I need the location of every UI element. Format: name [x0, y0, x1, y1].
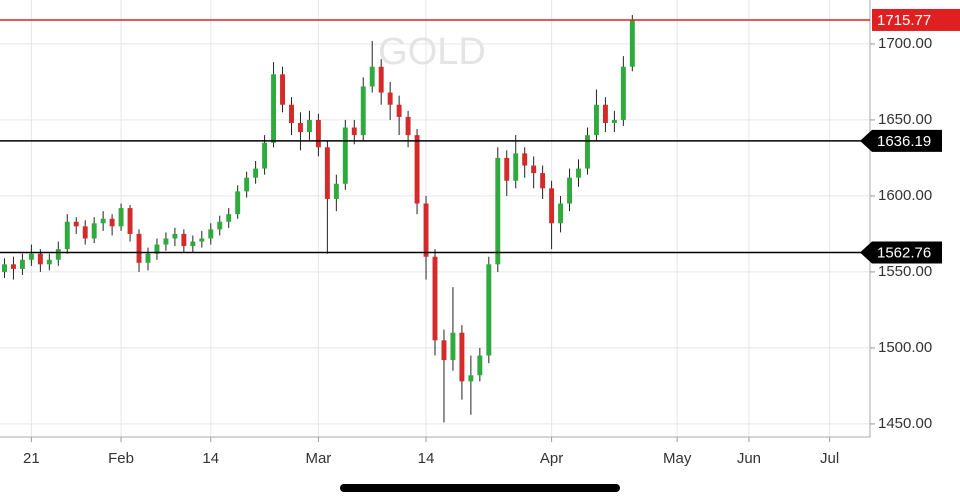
candle-body: [226, 214, 232, 222]
level-label-box: [860, 241, 942, 264]
candle-body: [324, 147, 330, 199]
candle-body: [387, 92, 393, 105]
candle-body: [495, 157, 501, 265]
candle-body: [262, 142, 268, 169]
candle-body: [558, 203, 564, 224]
candle-body: [369, 66, 375, 87]
x-tick-label: 14: [418, 450, 435, 467]
level-label: 1715.77: [877, 12, 931, 29]
candle-body: [351, 127, 357, 136]
x-tick-label: 21: [23, 450, 40, 467]
candle-body: [468, 375, 474, 382]
candle-body: [154, 244, 160, 254]
watermark-title: GOLD: [378, 31, 486, 73]
candle-body: [127, 208, 133, 234]
candle-body: [289, 104, 294, 123]
x-tick-label: 14: [202, 450, 219, 467]
candle-body: [253, 168, 259, 178]
level-label-box: [872, 8, 960, 31]
candle-body: [297, 122, 303, 133]
candle-body: [414, 135, 420, 204]
candle-body: [163, 238, 169, 245]
candle-body: [10, 264, 16, 269]
candle-body: [593, 104, 599, 136]
candle-body: [576, 168, 581, 178]
candle-body: [73, 221, 79, 227]
y-tick-label: 1650.00: [878, 111, 932, 128]
candle-body: [486, 264, 492, 356]
candle-body: [100, 218, 106, 224]
candle-body: [602, 104, 608, 123]
candle-body: [82, 226, 88, 239]
candle-body: [28, 253, 34, 260]
candle-body: [405, 116, 411, 136]
candle-body: [91, 223, 97, 239]
candle-body: [423, 203, 429, 257]
candle-body: [64, 221, 70, 250]
candle-body: [611, 119, 617, 123]
y-tick-label: 1450.00: [878, 415, 932, 432]
x-tick-label: Jun: [737, 450, 761, 467]
candle-body: [629, 19, 635, 67]
candle-body: [235, 191, 241, 215]
candle-body: [549, 188, 555, 224]
candle-body: [271, 74, 277, 143]
y-tick-label: 1500.00: [878, 339, 932, 356]
candle-body: [342, 127, 348, 184]
candle-body: [620, 66, 626, 120]
candle-body: [46, 259, 52, 265]
candle-body: [450, 332, 456, 361]
candle-body: [2, 264, 7, 272]
x-tick-label: May: [663, 450, 692, 467]
candle-body: [477, 355, 483, 376]
candle-body: [109, 218, 115, 227]
candle-body: [280, 74, 285, 105]
level-label: 1562.76: [877, 245, 931, 262]
y-tick-label: 1550.00: [878, 263, 932, 280]
candle-body: [145, 253, 151, 263]
candle-body: [540, 173, 546, 189]
candle-body: [315, 119, 321, 148]
level-label-box: [860, 129, 942, 152]
candle-body: [190, 241, 196, 247]
candle-body: [378, 66, 384, 93]
candle-body: [244, 177, 250, 192]
x-tick-label: Apr: [540, 450, 563, 467]
x-tick-label: Jul: [820, 450, 839, 467]
candle-body: [37, 253, 43, 265]
candle-body: [504, 157, 510, 181]
candle-body: [199, 238, 205, 242]
candle-body: [531, 165, 537, 174]
candle-body: [19, 259, 25, 269]
candle-body: [585, 135, 590, 169]
candle-body: [441, 340, 447, 361]
candle-body: [181, 233, 187, 247]
y-tick-label: 1600.00: [878, 187, 932, 204]
candle-body: [459, 332, 465, 382]
candle-body: [432, 256, 438, 341]
x-tick-label: Mar: [305, 450, 331, 467]
candle-body: [217, 221, 223, 230]
candle-body: [172, 233, 178, 239]
candle-body: [136, 233, 142, 263]
y-tick-label: 1700.00: [878, 35, 932, 52]
x-tick-label: Feb: [108, 450, 134, 467]
candle-body: [208, 229, 214, 239]
candle-body: [118, 208, 124, 227]
candle-body: [333, 183, 339, 199]
candle-body: [360, 86, 366, 136]
level-label: 1636.19: [877, 133, 931, 150]
candle-body: [567, 177, 573, 204]
candle-body: [513, 153, 519, 181]
candle-body: [396, 104, 402, 117]
candle-body: [522, 153, 528, 166]
home-indicator: [340, 484, 620, 492]
candle-body: [306, 119, 312, 133]
candle-body: [55, 249, 61, 260]
